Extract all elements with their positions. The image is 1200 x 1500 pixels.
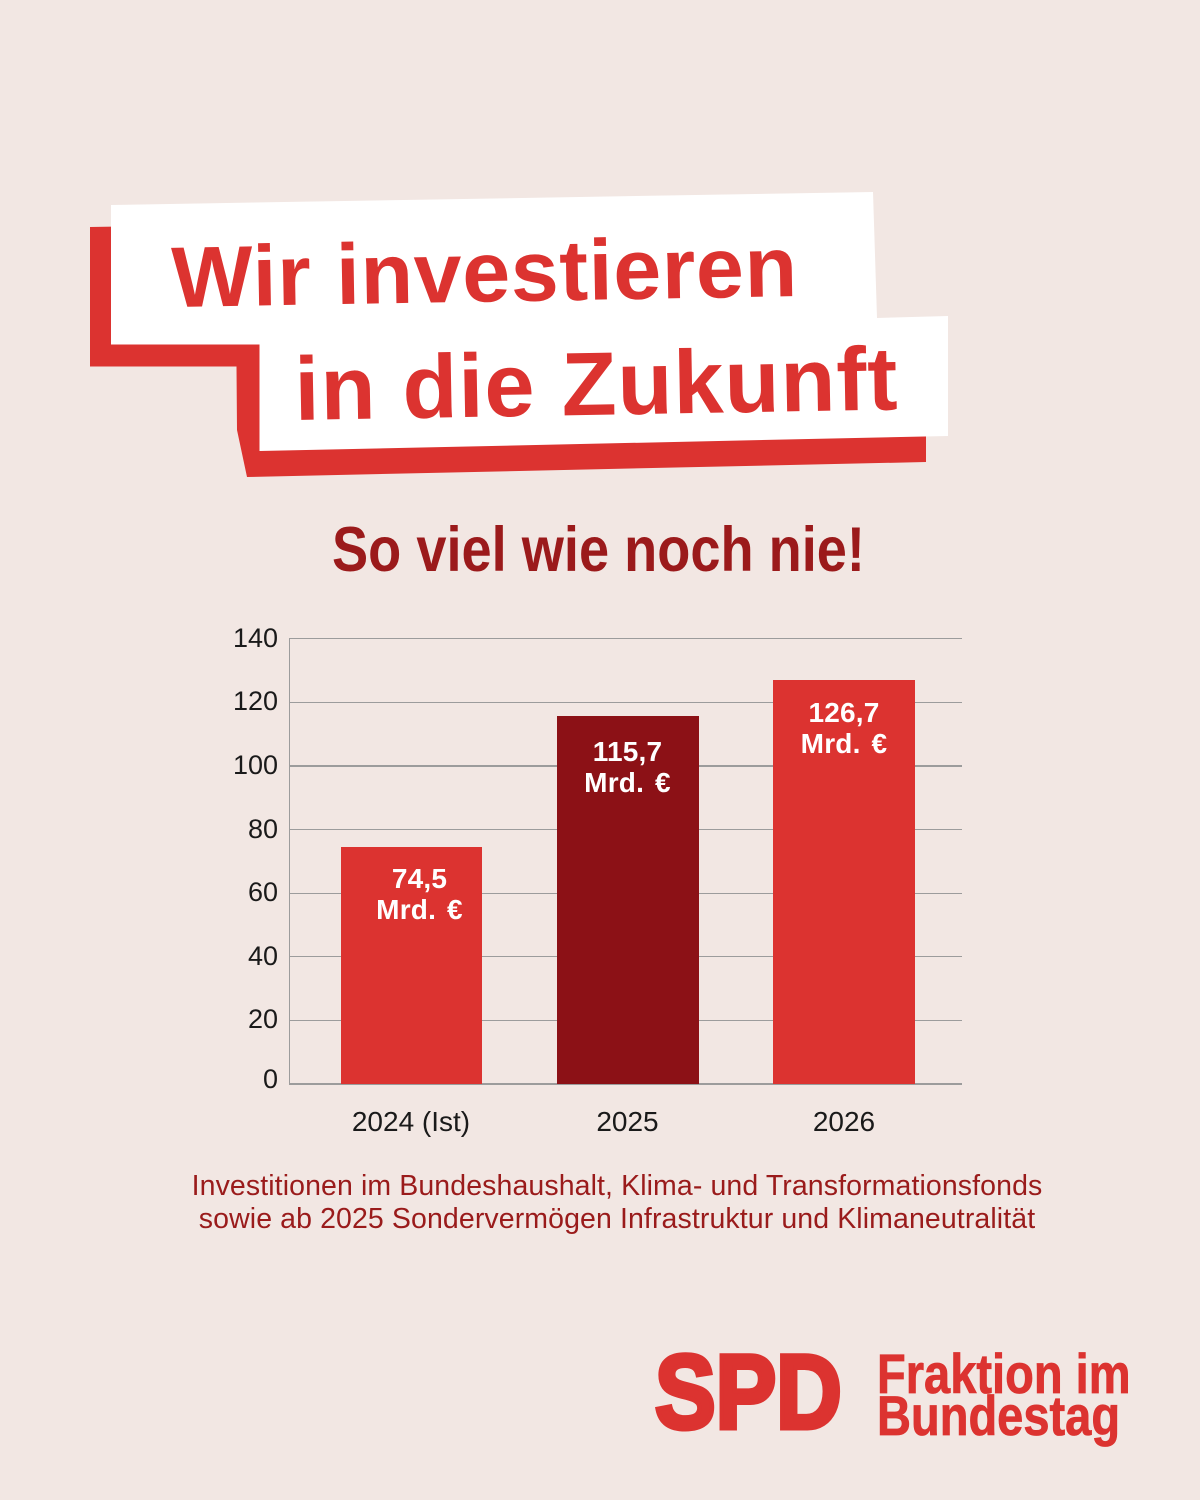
svg-text:in die Zukunft: in die Zukunft (294, 329, 900, 440)
svg-text:Wir investieren: Wir investieren (171, 219, 799, 326)
